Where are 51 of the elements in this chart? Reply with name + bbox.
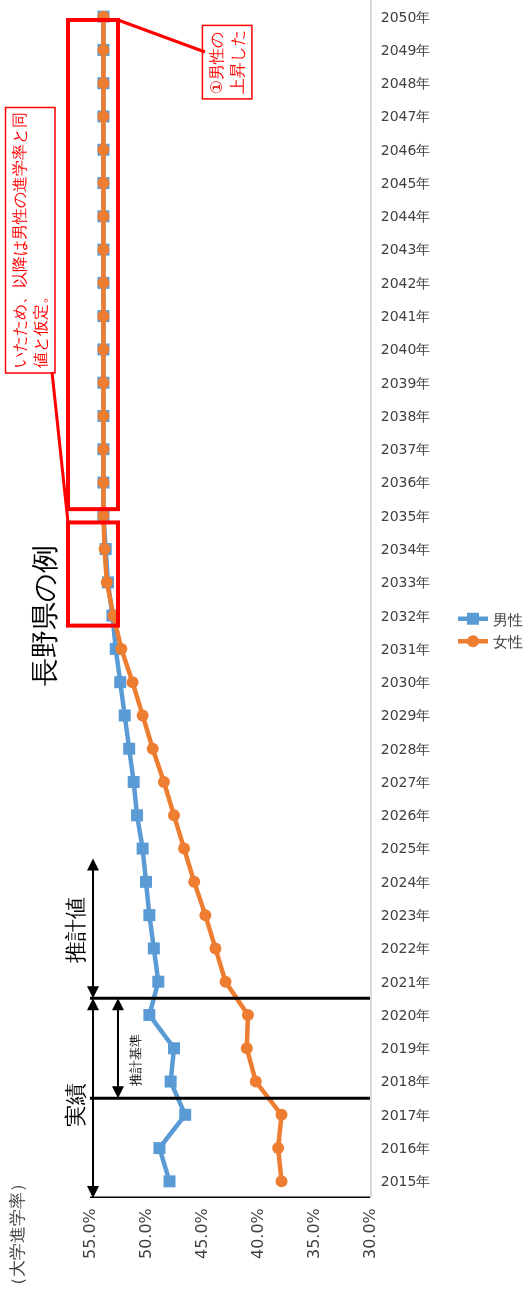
- y-tick-label: 2049年: [380, 41, 431, 58]
- y-tick-label: 2022年: [380, 940, 431, 957]
- text: いたため、以降は男性の進学率と同値と仮定。: [10, 112, 51, 369]
- y-tick-label: 2041年: [380, 308, 431, 325]
- y-tick-label: 2026年: [380, 807, 431, 824]
- text: 推計値: [62, 896, 88, 963]
- y-tick-label: 2050年: [380, 8, 431, 25]
- annotation: ①男性の上昇した: [207, 30, 247, 95]
- x-tick-label: 35.0%: [304, 1208, 324, 1260]
- y-tick-label: 2036年: [380, 474, 431, 491]
- y-tick-label: 2032年: [380, 607, 431, 624]
- legend-label: 男性: [493, 610, 523, 629]
- y-tick-label: 2027年: [380, 773, 431, 790]
- y-tick-label: 2024年: [380, 873, 431, 890]
- y-tick-label: 2033年: [380, 574, 431, 591]
- y-tick-label: 2046年: [380, 141, 431, 158]
- x-tick-label: 30.0%: [360, 1208, 380, 1260]
- y-tick-label: 2015年: [380, 1173, 431, 1190]
- y-tick-label: 2030年: [380, 674, 431, 691]
- y-tick-label: 2025年: [380, 840, 431, 857]
- y-tick-label: 2043年: [380, 241, 431, 258]
- y-axis-title: （大学進学率）: [7, 1175, 28, 1295]
- y-tick-label: 2017年: [380, 1106, 431, 1123]
- y-tick-label: 2037年: [380, 441, 431, 458]
- y-tick-label: 2048年: [380, 75, 431, 92]
- text: 実績: [62, 1082, 88, 1127]
- y-tick-label: 2020年: [380, 1006, 431, 1023]
- x-tick-label: 55.0%: [80, 1208, 100, 1260]
- y-tick-label: 2042年: [380, 274, 431, 291]
- y-tick-label: 2018年: [380, 1073, 431, 1090]
- y-tick-label: 2040年: [380, 341, 431, 358]
- y-tick-label: 2016年: [380, 1139, 431, 1156]
- x-tick-label: 40.0%: [248, 1208, 268, 1260]
- y-tick-label: 2034年: [380, 540, 431, 557]
- y-tick-label: 2031年: [380, 640, 431, 657]
- x-tick-label: 50.0%: [136, 1208, 156, 1260]
- y-tick-label: 2029年: [380, 707, 431, 724]
- y-tick-label: 2038年: [380, 407, 431, 424]
- y-tick-label: 2028年: [380, 740, 431, 757]
- annotation: 推計基準: [127, 1033, 143, 1086]
- x-tick-label: 45.0%: [192, 1208, 212, 1260]
- y-tick-label: 2019年: [380, 1040, 431, 1057]
- y-tick-label: 2044年: [380, 208, 431, 225]
- y-tick-label: 2035年: [380, 507, 431, 524]
- text: 長野県の例: [28, 544, 62, 686]
- y-tick-label: 2023年: [380, 907, 431, 924]
- y-tick-label: 2021年: [380, 973, 431, 990]
- y-tick-label: 2047年: [380, 108, 431, 125]
- y-tick-label: 2039年: [380, 374, 431, 391]
- legend-label: 女性: [493, 633, 523, 652]
- y-tick-label: 2045年: [380, 174, 431, 191]
